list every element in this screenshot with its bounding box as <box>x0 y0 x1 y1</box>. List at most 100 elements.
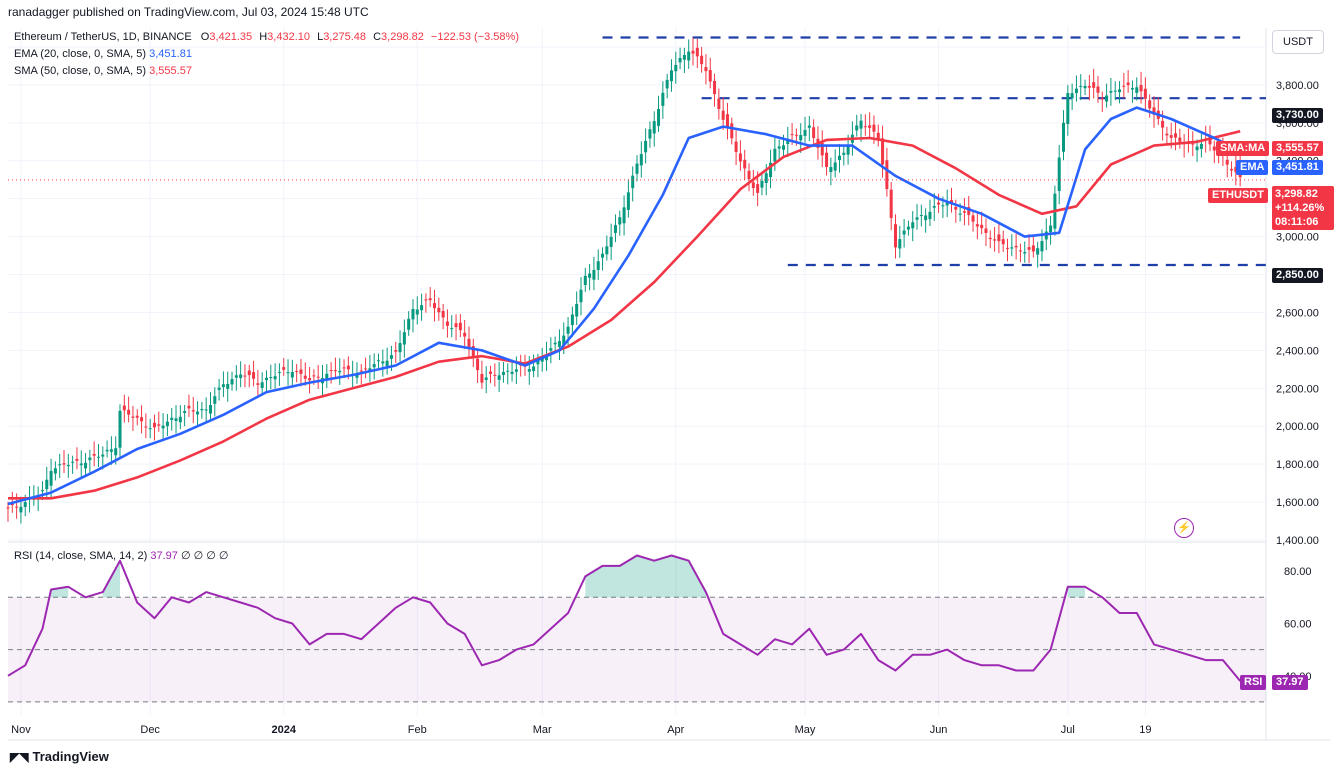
candle-body <box>794 134 798 136</box>
candle-body <box>329 370 333 372</box>
bar-countdown: 08:11:06 <box>1275 216 1319 228</box>
candle-body <box>812 127 816 138</box>
candle-body <box>540 358 544 362</box>
candle-body <box>837 155 841 161</box>
candle-body <box>213 396 217 404</box>
time-tick-label: 2024 <box>271 724 296 736</box>
candle-body <box>49 470 53 486</box>
candle-body <box>333 370 337 372</box>
candle-body <box>359 370 363 372</box>
change-value: −122.53 (−3.58%) <box>430 31 519 43</box>
candle-body <box>842 152 846 155</box>
candle-body <box>1212 146 1216 151</box>
candle-body <box>545 355 549 361</box>
ema-legend[interactable]: EMA (20, close, 0, SMA, 5) 3,451.81 <box>14 48 192 60</box>
candle-body <box>644 140 648 153</box>
candle-body <box>312 375 316 377</box>
candle-body <box>1040 241 1044 252</box>
candle-body <box>489 371 493 374</box>
rsi-legend[interactable]: RSI (14, close, SMA, 14, 2) 37.97 ∅ ∅ ∅ … <box>14 549 228 562</box>
candle-body <box>971 215 975 222</box>
open-value: 3,421.35 <box>209 31 253 43</box>
time-tick-label: 19 <box>1139 724 1151 736</box>
candle-body <box>652 121 656 134</box>
price-tick-label: 1,400.00 <box>1276 535 1319 547</box>
candle-body <box>1087 85 1091 88</box>
candle-body <box>1036 248 1040 255</box>
candle-body <box>945 202 949 206</box>
last-price-tag-label: ETHUSDT <box>1208 188 1268 203</box>
candle-body <box>570 314 574 326</box>
candle-body <box>588 273 592 278</box>
candle-body <box>579 289 583 303</box>
time-tick-label: Nov <box>11 724 31 736</box>
price-tick-label: 3,000.00 <box>1276 232 1319 244</box>
candle-body <box>170 417 174 420</box>
candle-body <box>1165 133 1169 136</box>
rsi-legend-value: 37.97 <box>150 550 178 562</box>
candle-body <box>217 387 221 390</box>
candle-body <box>376 360 381 362</box>
symbol-header: Ethereum / TetherUS, 1D, BINANCE O3,421.… <box>14 31 519 43</box>
price-tick-label: 2,200.00 <box>1276 383 1319 395</box>
candle-body <box>553 342 557 345</box>
candle-body <box>15 506 19 508</box>
candle-body <box>260 382 264 388</box>
candle-body <box>1109 91 1113 93</box>
candle-body <box>58 464 62 466</box>
candle-body <box>919 214 923 216</box>
candle-body <box>471 346 475 358</box>
candle-body <box>1005 247 1010 249</box>
candle-body <box>682 54 686 60</box>
close-label: C <box>373 31 382 43</box>
candle-body <box>915 217 919 220</box>
candle-body <box>769 162 773 178</box>
open-label: O <box>200 31 210 43</box>
candle-body <box>876 132 880 139</box>
candle-body <box>19 506 23 513</box>
candle-body <box>859 120 863 129</box>
bolt-icon[interactable]: ⚡ <box>1174 518 1194 538</box>
candle-body <box>691 50 695 54</box>
candle-body <box>911 222 915 229</box>
sma-legend[interactable]: SMA (50, close, 0, SMA, 5) 3,555.57 <box>14 65 192 77</box>
candle-body <box>239 374 243 379</box>
candle-body <box>1010 247 1014 249</box>
rsi-legend-label: RSI (14, close, SMA, 14, 2) <box>14 550 148 562</box>
candle-body <box>398 343 402 353</box>
candle-body <box>441 310 445 318</box>
candle-body <box>299 369 303 374</box>
currency-button[interactable]: USDT <box>1272 30 1324 54</box>
candle-body <box>316 376 320 378</box>
price-tick-label: 3,800.00 <box>1276 80 1319 92</box>
candle-body <box>962 211 966 213</box>
candle-body <box>980 224 984 229</box>
price-tick-label: 1,600.00 <box>1276 497 1319 509</box>
candle-body <box>411 308 415 320</box>
candle-body <box>1083 86 1087 89</box>
rsi-tick-label: 80.00 <box>1284 566 1312 578</box>
candle-body <box>467 338 471 348</box>
candle-body <box>273 376 277 380</box>
candle-body <box>264 377 269 381</box>
candle-body <box>898 239 902 249</box>
time-tick-label: Jul <box>1061 724 1075 736</box>
candle-body <box>420 305 424 311</box>
candle-body <box>1113 90 1117 92</box>
candle-body <box>234 375 238 378</box>
candle-body <box>1195 146 1199 151</box>
candle-body <box>807 125 811 128</box>
candle-body <box>196 411 200 415</box>
candle-body <box>1143 88 1147 99</box>
candle-body <box>389 355 393 359</box>
candle-body <box>71 461 75 463</box>
high-value: 3,432.10 <box>267 31 310 43</box>
candle-body <box>247 370 251 376</box>
candle-body <box>92 453 96 456</box>
candle-body <box>725 114 729 127</box>
candle-body <box>165 421 169 427</box>
candle-body <box>433 303 437 309</box>
candle-body <box>463 332 467 337</box>
candle-body <box>140 417 144 422</box>
candle-body <box>631 175 635 189</box>
